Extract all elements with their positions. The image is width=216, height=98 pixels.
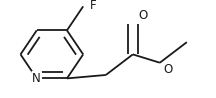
Text: F: F [90,0,96,12]
Text: O: O [164,63,173,76]
Text: O: O [138,9,147,22]
Text: N: N [32,72,41,85]
